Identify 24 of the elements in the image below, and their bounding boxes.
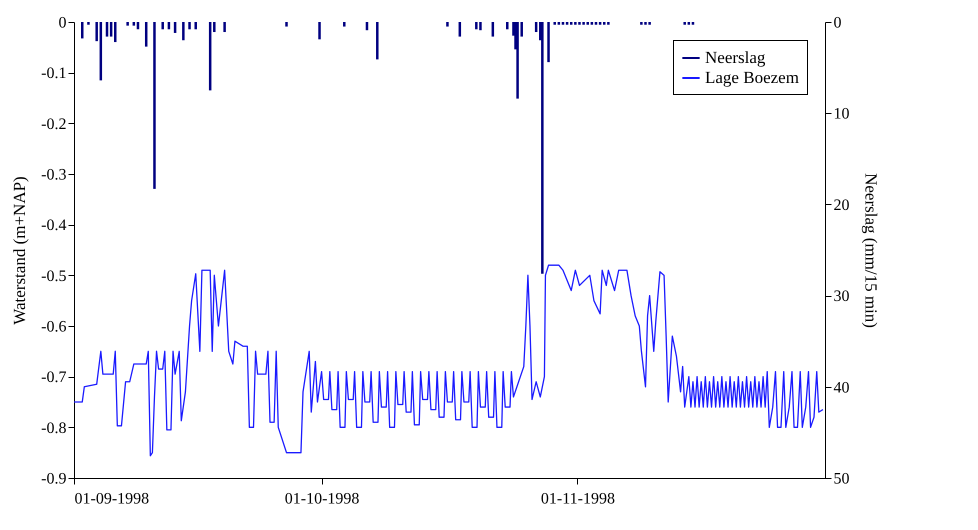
- x-tick-label: 01-09-1998: [74, 490, 150, 508]
- y-tick-label: -0.9: [41, 470, 66, 488]
- y2-axis-title: Neerslag (mm/15 min): [862, 173, 880, 328]
- x-tick-label: 01-10-1998: [284, 490, 360, 508]
- y-tick-label: -0.1: [41, 65, 66, 82]
- y2-tick-label: 0: [834, 14, 842, 32]
- y-tick-label: -0.7: [41, 369, 66, 386]
- y2-tick-label: 10: [834, 106, 850, 123]
- y-tick-label: -0.6: [41, 318, 66, 336]
- y-tick-label: -0.3: [41, 166, 66, 184]
- y2-tick-label: 30: [834, 288, 850, 306]
- line-series: [73, 264, 824, 456]
- y-tick-label: -0.8: [41, 420, 66, 437]
- legend-label: Lage Boezem: [705, 68, 799, 87]
- y-tick-label: 0: [58, 14, 66, 32]
- y2-tick-label: 20: [834, 196, 850, 214]
- y-axis-title: Waterstand (m+NAP): [10, 176, 30, 325]
- y2-tick-label: 40: [834, 379, 850, 396]
- x-tick-label: 01-11-1998: [540, 490, 615, 508]
- y-tick-label: -0.5: [41, 268, 66, 285]
- y-tick-label: -0.2: [41, 116, 66, 133]
- y-tick-label: -0.4: [41, 217, 66, 234]
- y2-tick-label: 50: [834, 470, 850, 488]
- legend-label: Neerslag: [705, 48, 766, 67]
